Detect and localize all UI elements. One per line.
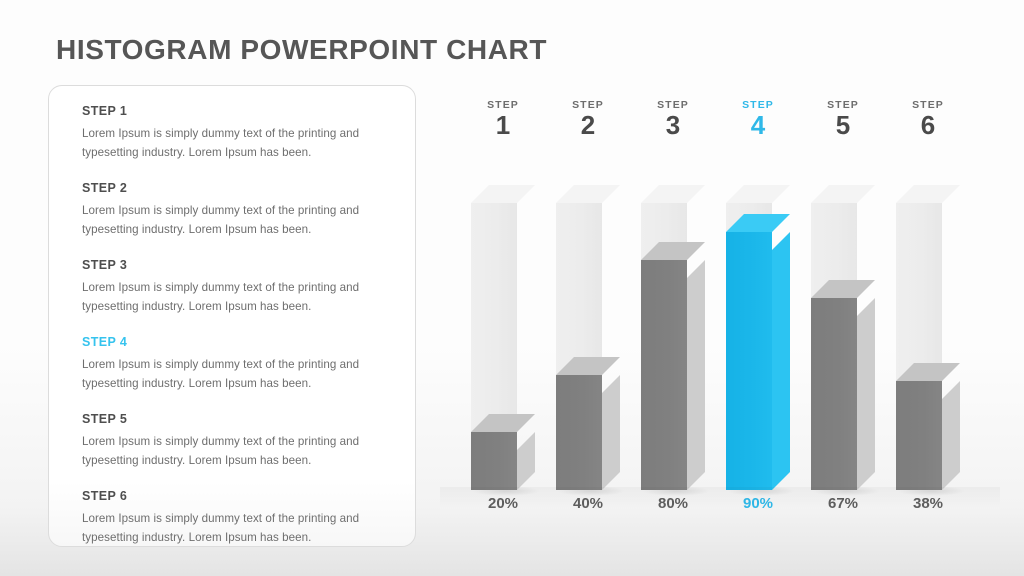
bar-fill-front-face — [471, 432, 517, 490]
column-header-word: STEP — [487, 99, 519, 111]
step-item-description: Lorem Ipsum is simply dummy text of the … — [82, 358, 360, 390]
step-item-2[interactable]: STEP 2 Lorem Ipsum is simply dummy text o… — [82, 181, 382, 240]
column-header: STEP 5 — [800, 100, 886, 140]
bar-track-top-face — [811, 185, 875, 203]
bar-track-top-face — [556, 185, 620, 203]
step-item-title: STEP 3 — [82, 258, 128, 272]
chart-column-2[interactable]: STEP 2 40% — [545, 100, 631, 540]
chart-column-4[interactable]: STEP 4 90% — [715, 100, 801, 540]
column-header: STEP 4 — [715, 100, 801, 140]
chart-column-5[interactable]: STEP 5 67% — [800, 100, 886, 540]
bar-fill-top-face — [726, 214, 790, 232]
column-header: STEP 3 — [630, 100, 716, 140]
column-header-number: 6 — [920, 109, 936, 140]
step-item-description: Lorem Ipsum is simply dummy text of the … — [82, 127, 360, 159]
bar-3d[interactable] — [556, 185, 624, 496]
column-header-number: 4 — [750, 109, 766, 140]
bar-fill-front-face — [641, 260, 687, 490]
step-item-description: Lorem Ipsum is simply dummy text of the … — [82, 281, 360, 313]
step-item-3[interactable]: STEP 3 Lorem Ipsum is simply dummy text o… — [82, 258, 382, 317]
bar-fill-side-face — [602, 375, 620, 490]
column-header-number: 3 — [665, 109, 681, 140]
column-header: STEP 6 — [885, 100, 971, 140]
column-value-label: 20% — [487, 495, 519, 512]
bar-fill-side-face — [857, 298, 875, 490]
histogram-chart: STEP 1 20% STEP 2 40% STEP 3 80% STEP 4 90% STEP 5 67%… — [440, 100, 1000, 540]
steps-panel: STEP 1 Lorem Ipsum is simply dummy text o… — [48, 85, 416, 547]
step-item-title: STEP 6 — [82, 489, 128, 503]
bar-fill-front-face — [556, 375, 602, 490]
bar-3d[interactable] — [641, 185, 709, 496]
page-title: HISTOGRAM POWERPOINT CHART — [56, 34, 548, 65]
step-item-4[interactable]: STEP 4 Lorem Ipsum is simply dummy text o… — [82, 335, 382, 394]
step-item-title: STEP 5 — [82, 412, 128, 426]
column-header-word: STEP — [657, 99, 689, 111]
bar-track-top-face — [641, 185, 705, 203]
bar-fill-front-face — [726, 232, 772, 490]
step-item-description: Lorem Ipsum is simply dummy text of the … — [82, 204, 360, 236]
bar-track-top-face — [471, 185, 535, 203]
chart-column-1[interactable]: STEP 1 20% — [460, 100, 546, 540]
bar-shadow — [643, 486, 709, 496]
bar-shadow — [473, 486, 539, 496]
chart-column-6[interactable]: STEP 6 38% — [885, 100, 971, 540]
bar-3d[interactable] — [471, 185, 539, 496]
column-header: STEP 1 — [460, 100, 546, 140]
bar-fill-top-face — [811, 280, 875, 298]
column-value-label: 90% — [742, 495, 774, 512]
chart-column-3[interactable]: STEP 3 80% — [630, 100, 716, 540]
step-item-title: STEP 2 — [82, 181, 128, 195]
column-header-word: STEP — [827, 99, 859, 111]
column-header: STEP 2 — [545, 100, 631, 140]
column-value-label: 80% — [657, 495, 689, 512]
bar-shadow — [813, 486, 879, 496]
bar-3d[interactable] — [896, 185, 964, 496]
column-value-label: 38% — [912, 495, 944, 512]
column-value-label: 67% — [827, 495, 859, 512]
bar-shadow — [728, 486, 794, 496]
column-header-word: STEP — [912, 99, 944, 111]
bar-fill-top-face — [896, 363, 960, 381]
bar-fill-top-face — [556, 357, 620, 375]
bar-fill-front-face — [811, 298, 857, 490]
step-item-description: Lorem Ipsum is simply dummy text of the … — [82, 435, 360, 467]
bar-track-top-face — [896, 185, 960, 203]
column-header-word: STEP — [742, 99, 774, 111]
column-header-number: 5 — [835, 109, 851, 140]
column-header-number: 1 — [495, 109, 511, 140]
bar-fill-front-face — [896, 381, 942, 490]
bar-shadow — [558, 486, 624, 496]
step-item-title: STEP 4 — [82, 335, 128, 349]
bar-track-top-face — [726, 185, 790, 203]
column-value-label: 40% — [572, 495, 604, 512]
bar-fill-side-face — [687, 260, 705, 490]
column-header-number: 2 — [580, 109, 596, 140]
step-item-description: Lorem Ipsum is simply dummy text of the … — [82, 512, 360, 544]
bar-fill-side-face — [942, 381, 960, 490]
bar-fill-side-face — [772, 232, 790, 490]
step-item-title: STEP 1 — [82, 104, 128, 118]
step-item-5[interactable]: STEP 5 Lorem Ipsum is simply dummy text o… — [82, 412, 382, 471]
bar-fill-side-face — [517, 432, 535, 490]
bar-3d[interactable] — [726, 185, 794, 496]
bar-shadow — [898, 486, 964, 496]
step-item-1[interactable]: STEP 1 Lorem Ipsum is simply dummy text o… — [82, 104, 382, 163]
bar-fill-top-face — [471, 414, 535, 432]
step-item-6[interactable]: STEP 6 Lorem Ipsum is simply dummy text o… — [82, 489, 382, 548]
bar-fill-top-face — [641, 242, 705, 260]
bar-3d[interactable] — [811, 185, 879, 496]
column-header-word: STEP — [572, 99, 604, 111]
